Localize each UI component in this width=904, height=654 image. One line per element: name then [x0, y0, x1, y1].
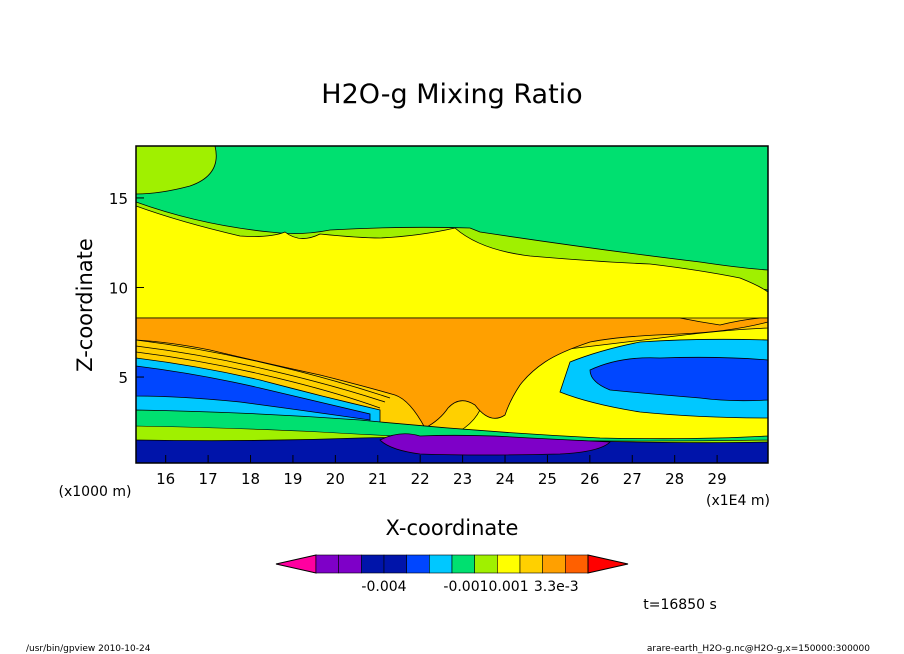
colorbar-segment — [497, 554, 521, 574]
colorbar-label: -0.0010.001 — [443, 579, 528, 595]
layer-purple-core — [379, 433, 611, 456]
colorbar-segment — [474, 554, 498, 574]
colorbar-segment — [361, 554, 385, 574]
contour-line-a — [136, 339, 391, 399]
x-tick-label: 27 — [623, 470, 642, 488]
colorbar-label: 3.3e-3 — [534, 579, 579, 595]
colorbar-segment — [565, 554, 589, 574]
colorbar-segment — [315, 554, 339, 574]
x-tick-label: 18 — [241, 470, 260, 488]
x-tick-label: 29 — [708, 470, 727, 488]
x-axis-label: X-coordinate — [386, 516, 519, 540]
y-tick-label: 5 — [118, 369, 128, 387]
y-axis: 5 10 15 — [109, 190, 144, 387]
colorbar-segment — [406, 554, 430, 574]
plot-area — [135, 145, 769, 464]
x-units-left: (x1000 m) — [59, 484, 132, 500]
x-tick-label: 24 — [495, 470, 514, 488]
layer-orange — [136, 317, 768, 429]
x-tick-label: 21 — [368, 470, 387, 488]
x-units-right: (x1E4 m) — [706, 493, 770, 509]
contour-line-c — [136, 351, 381, 409]
footer-left: /usr/bin/gpview 2010-10-24 — [26, 644, 151, 654]
contour-line-b — [136, 345, 386, 403]
colorbar-min-arrow — [275, 554, 317, 574]
x-tick-label: 25 — [538, 470, 557, 488]
x-tick-label: 22 — [411, 470, 430, 488]
colorbar-segment — [429, 554, 453, 574]
time-label: t=16850 s — [643, 597, 717, 613]
colorbar-segment — [542, 554, 566, 574]
x-tick-label: 17 — [199, 470, 218, 488]
colorbar-label: -0.004 — [361, 579, 406, 595]
colorbar-segment — [451, 554, 475, 574]
y-axis-label: Z-coordinate — [73, 238, 97, 372]
layer-blue-left — [136, 365, 371, 421]
x-tick-label: 23 — [453, 470, 472, 488]
chart-title: H2O-g Mixing Ratio — [321, 79, 582, 110]
y-tick-label: 10 — [109, 279, 128, 297]
colorbar-segment — [519, 554, 543, 574]
x-tick-label: 19 — [283, 470, 302, 488]
plot-frame — [135, 145, 769, 464]
x-tick-label: 20 — [326, 470, 345, 488]
colorbar-max-arrow — [587, 554, 629, 574]
colorbar: -0.004 -0.0010.001 3.3e-3 — [275, 554, 629, 595]
x-tick-label: 28 — [665, 470, 684, 488]
x-tick-label: 26 — [580, 470, 599, 488]
footer-right: arare-earth_H2O-g.nc@H2O-g,x=150000:3000… — [647, 644, 870, 654]
x-tick-label: 16 — [156, 470, 175, 488]
colorbar-segment — [338, 554, 362, 574]
layer-blue-right — [589, 356, 768, 402]
x-axis: 16 17 18 19 20 21 22 23 24 25 26 27 28 29 — [156, 455, 727, 488]
y-tick-label: 15 — [109, 190, 128, 208]
layer-lightgreen-topleft — [136, 146, 217, 195]
colorbar-segment — [383, 554, 407, 574]
